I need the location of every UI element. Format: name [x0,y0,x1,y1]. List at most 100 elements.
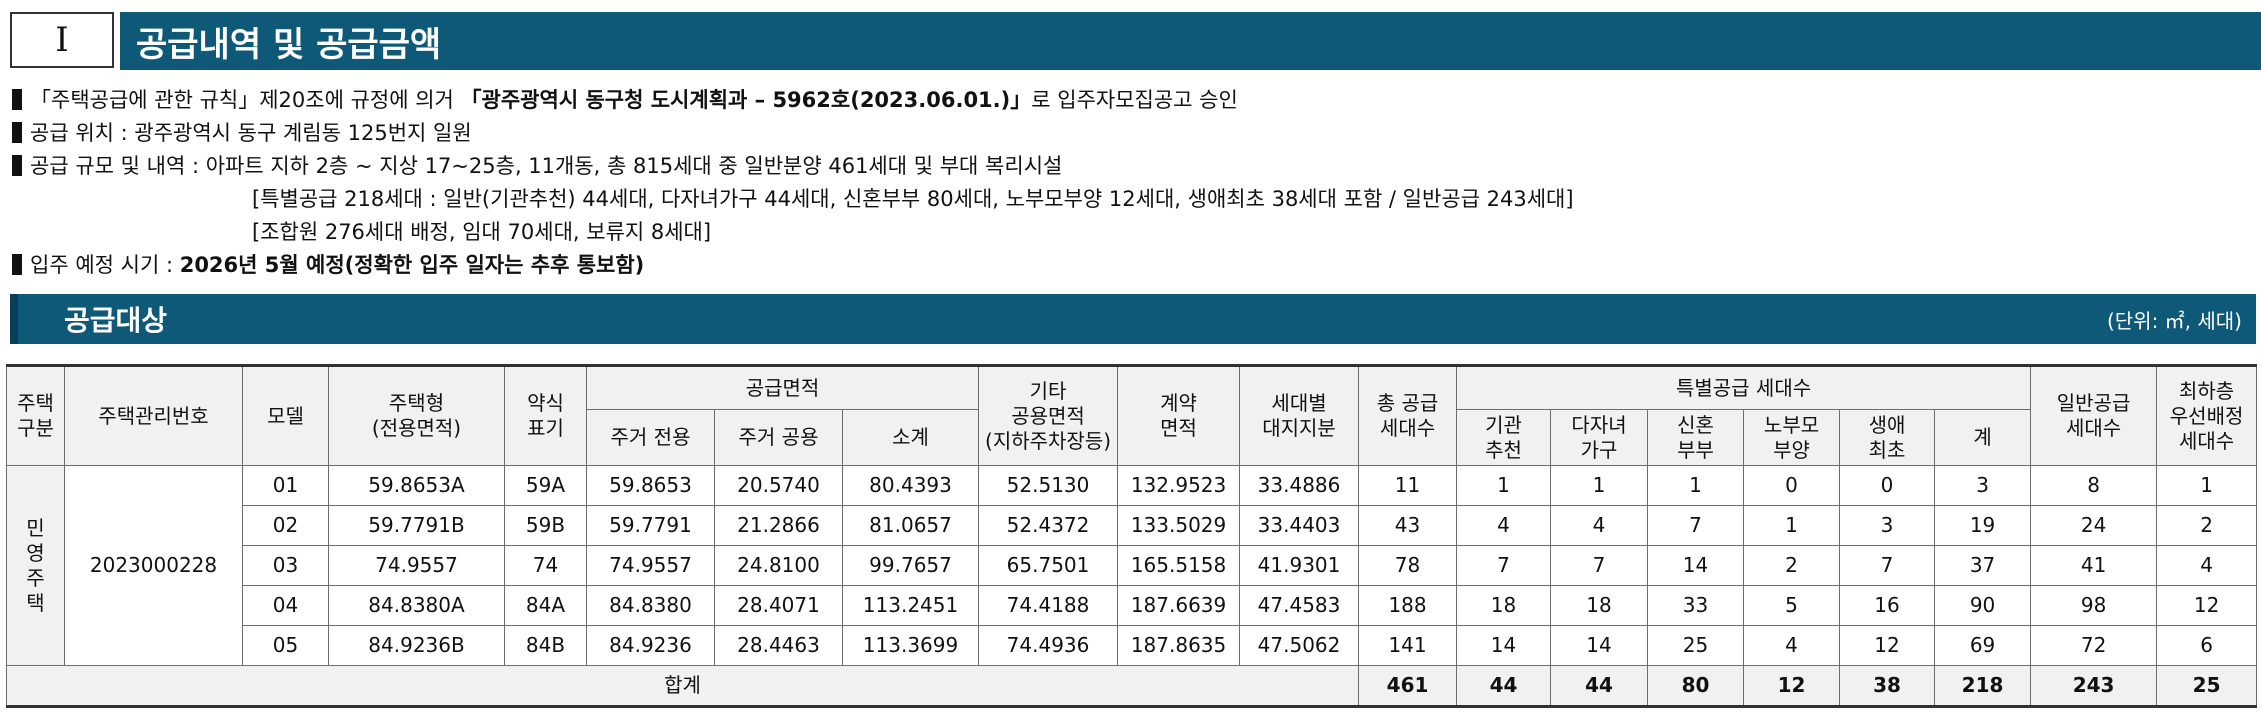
bullet-scale: 공급 규모 및 내역 : 아파트 지하 2층 ~ 지상 17~25층, 11개동… [12,150,2252,183]
header-other-common: 기타 공용면적 (지하주차장등) [978,365,1119,466]
cell-first: 7 [1839,545,1936,586]
cell-inst: 1 [1456,465,1552,506]
cell-general: 41 [2030,545,2158,586]
subsection-bar: 공급대상 (단위: ㎡, 세대) [10,294,2256,344]
cell-excl: 84.9236 [586,625,715,666]
cell-total: 43 [1358,505,1458,546]
cell-land: 33.4403 [1239,505,1360,546]
cell-multi: 1 [1550,465,1649,506]
cell-abbr: 59B [504,505,587,546]
supply-table: 주택 구분 주택관리번호 모델 주택형 (전용면적) 약식 표기 공급면적 기타 공용면… [5,364,2258,708]
header-special-supply: 특별공급 세대수 [1456,365,2032,410]
header-sum: 계 [1934,409,2032,466]
cell-lowest: 4 [2156,545,2258,586]
cell-contract: 133.5029 [1117,505,1241,546]
cell-elder: 0 [1743,465,1841,506]
header-lowest-floor: 최하층 우선배정 세대수 [2156,365,2258,466]
cell-sum: 19 [1934,505,2032,546]
cell-general: 72 [2030,625,2158,666]
scale-detail-union: [조합원 276세대 배정, 임대 70세대, 보류지 8세대] [252,220,712,244]
cell-total: 188 [1358,585,1458,626]
bullet-list: 「주택공급에 관한 규칙」제20조에 규정에 의거 「광주광역시 동구청 도시계… [12,84,2252,282]
cell-elder: 5 [1743,585,1841,626]
cell-common: 28.4463 [714,625,843,666]
header-supply-area: 공급면적 [585,365,980,410]
cell-house-type: 84.8380A [328,585,505,626]
header-house-type: 주택형 (전용면적) [328,365,505,466]
cell-other: 74.4188 [978,585,1119,626]
total-units: 461 [1358,665,1458,708]
cell-elder: 2 [1743,545,1841,586]
cell-general: 24 [2030,505,2158,546]
header-residential-common: 주거 공용 [714,409,843,466]
cell-newly: 25 [1647,625,1745,666]
header-total-units: 총 공급 세대수 [1358,365,1458,466]
cell-land: 47.5062 [1239,625,1360,666]
cell-lowest: 12 [2156,585,2258,626]
move-in-date: 2026년 5월 예정(정확한 입주 일자는 추후 통보함) [179,253,645,277]
cell-general: 8 [2030,465,2158,506]
section-title: 공급내역 및 공급금액 [136,24,442,65]
cell-first: 0 [1839,465,1936,506]
cell-sum: 3 [1934,465,2032,506]
cell-sum: 37 [1934,545,2032,586]
total-lowest: 25 [2156,665,2258,708]
table-row: 04 84.8380A 84A 84.8380 28.4071 113.2451… [7,585,2258,626]
cell-model: 04 [242,585,329,626]
cell-inst: 14 [1456,625,1552,666]
cell-contract: 187.8635 [1117,625,1241,666]
cell-newly: 1 [1647,465,1745,506]
total-label: 합계 [5,665,1360,708]
cell-model: 02 [242,505,329,546]
scale-text: 공급 규모 및 내역 : 아파트 지하 2층 ~ 지상 17~25층, 11개동… [30,154,1063,178]
cell-newly: 14 [1647,545,1745,586]
cell-other: 52.4372 [978,505,1119,546]
cell-lowest: 1 [2156,465,2258,506]
header-first-time: 생애 최초 [1839,409,1936,466]
cell-newly: 33 [1647,585,1745,626]
cell-multi: 14 [1550,625,1649,666]
bullet-approval: 「주택공급에 관한 규칙」제20조에 규정에 의거 「광주광역시 동구청 도시계… [12,84,2252,117]
bullet-move-in: 입주 예정 시기 : 2026년 5월 예정(정확한 입주 일자는 추후 통보함… [12,249,2252,282]
cell-model: 03 [242,545,329,586]
cell-first: 16 [1839,585,1936,626]
total-general: 243 [2030,665,2158,708]
cell-elder: 4 [1743,625,1841,666]
cell-inst: 18 [1456,585,1552,626]
location-text: 공급 위치 : 광주광역시 동구 계림동 125번지 일원 [30,121,472,145]
table-row: 02 59.7791B 59B 59.7791 21.2866 81.0657 … [7,505,2258,546]
cell-house-type: 59.8653A [328,465,505,506]
cell-house-type: 84.9236B [328,625,505,666]
header-subtotal: 소계 [841,409,980,466]
header-abbr: 약식 표기 [504,365,587,466]
cell-subtotal: 113.2451 [841,585,980,626]
cell-land: 33.4886 [1239,465,1360,506]
cell-subtotal: 99.7657 [841,545,980,586]
total-first: 38 [1839,665,1936,708]
cell-common: 24.8100 [714,545,843,586]
table-header-row-1: 주택 구분 주택관리번호 모델 주택형 (전용면적) 약식 표기 공급면적 기타 공용면… [6,365,2258,466]
header-elderly-parent: 노부모 부양 [1743,409,1841,466]
approval-reference: 「광주광역시 동구청 도시계획과 – 5962호(2023.06.01.)」 [460,88,1032,112]
header-housing-type: 주택 구분 [6,365,65,466]
cell-first: 12 [1839,625,1936,666]
header-residential-exclusive: 주거 전용 [586,409,715,466]
move-in-label: 입주 예정 시기 : [30,253,180,277]
unit-note: (단위: ㎡, 세대) [2106,308,2242,333]
cell-contract: 165.5158 [1117,545,1241,586]
cell-multi: 7 [1550,545,1649,586]
cell-lowest: 2 [2156,505,2258,546]
subsection-title: 공급대상 [64,304,168,337]
cell-contract: 187.6639 [1117,585,1241,626]
scale-detail-special: [특별공급 218세대 : 일반(기관추천) 44세대, 다자녀가구 44세대,… [252,187,1574,211]
cell-other: 74.4936 [978,625,1119,666]
cell-land: 41.9301 [1239,545,1360,586]
cell-sum: 90 [1934,585,2032,626]
header-contract-area: 계약 면적 [1117,365,1241,466]
section-number-box: Ⅰ [10,12,114,68]
header-newlywed: 신혼 부부 [1647,409,1745,466]
total-elder: 12 [1743,665,1841,708]
header-land-share: 세대별 대지지분 [1239,365,1360,466]
total-multi: 44 [1550,665,1649,708]
cell-newly: 7 [1647,505,1745,546]
